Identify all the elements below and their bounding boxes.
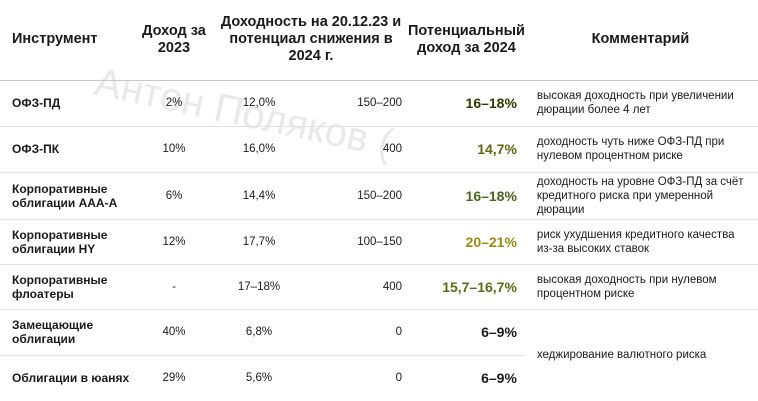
instrument-name: Замещающие облигации xyxy=(0,309,134,356)
potential-income: 20–21% xyxy=(408,219,525,265)
yield-value: 17,7% xyxy=(214,219,304,265)
potential-income: 16–18% xyxy=(408,172,525,220)
yield-drop: 0 xyxy=(304,309,408,356)
yield-value: 17–18% xyxy=(214,264,304,310)
yield-value: 6,8% xyxy=(214,309,304,356)
yield-drop: 400 xyxy=(304,264,408,310)
table-row: Корпоративные облигации HY 12% 17,7% 100… xyxy=(0,219,758,265)
yield-drop: 150–200 xyxy=(304,172,408,220)
header-row: Инструмент Доход за 2023 Доходность на 2… xyxy=(0,0,758,81)
instrument-name: ОФЗ-ПК xyxy=(0,126,134,173)
table-row: Замещающие облигации 40% 6,8% 0 6–9% хед… xyxy=(0,309,758,361)
income-2023: 10% xyxy=(134,126,214,173)
comment: доходность чуть ниже ОФЗ-ПД при нулевом … xyxy=(524,126,758,173)
header-income-2023: Доход за 2023 xyxy=(134,0,214,81)
potential-income: 15,7–16,7% xyxy=(408,264,525,310)
yield-value: 5,6% xyxy=(245,372,273,385)
comment: хеджирование валютного риска xyxy=(536,349,707,362)
header-comment: Комментарий xyxy=(524,0,758,81)
instrument-name: Корпоративные облигации ААА-А xyxy=(0,172,134,220)
table-row: Корпоративные облигации ААА-А 6% 14,4% 1… xyxy=(0,172,758,220)
header-instrument: Инструмент xyxy=(0,0,134,81)
instrument-name: Корпоративные облигации HY xyxy=(0,219,134,265)
instrument-name: Облигации в юанях xyxy=(12,371,130,386)
potential-income: 6–9% xyxy=(481,370,517,387)
yield-drop: 400 xyxy=(304,126,408,173)
instrument-name: ОФЗ-ПД xyxy=(0,80,134,127)
comment: доходность на уровне ОФЗ-ПД за счёт кред… xyxy=(524,172,758,220)
yield-drop: 150–200 xyxy=(304,80,408,127)
yield-drop: 0 xyxy=(395,372,402,385)
income-2023: 40% xyxy=(134,309,214,356)
yield-value: 14,4% xyxy=(214,172,304,220)
income-2023: - xyxy=(134,264,214,310)
potential-income: 14,7% xyxy=(408,126,525,173)
comment: риск ухудшения кредитного качества из-за… xyxy=(524,219,758,265)
table-row: ОФЗ-ПК 10% 16,0% 400 14,7% доходность чу… xyxy=(0,126,758,173)
yield-value: 12,0% xyxy=(214,80,304,127)
income-2023: 2% xyxy=(134,80,214,127)
comment: высокая доходность при нулевом процентно… xyxy=(524,264,758,310)
header-potential: Потенциальный доход за 2024 xyxy=(408,0,525,81)
table-row: ОФЗ-ПД 2% 12,0% 150–200 16–18% высокая д… xyxy=(0,80,758,127)
table-row: Облигации в юанях 29% 5,6% 0 6–9% xyxy=(0,355,758,401)
income-2023: 12% xyxy=(134,219,214,265)
yield-drop: 100–150 xyxy=(304,219,408,265)
potential-income: 16–18% xyxy=(408,80,525,127)
potential-income: 6–9% xyxy=(408,309,525,356)
comment: высокая доходность при увеличении дюраци… xyxy=(524,80,758,127)
instrument-name: Корпоративные флоатеры xyxy=(0,264,134,310)
header-yield: Доходность на 20.12.23 и потенциал сниже… xyxy=(214,0,408,81)
yield-value: 16,0% xyxy=(214,126,304,173)
income-2023: 6% xyxy=(134,172,214,220)
table-row: Корпоративные флоатеры - 17–18% 400 15,7… xyxy=(0,264,758,310)
income-2023: 29% xyxy=(162,372,186,385)
